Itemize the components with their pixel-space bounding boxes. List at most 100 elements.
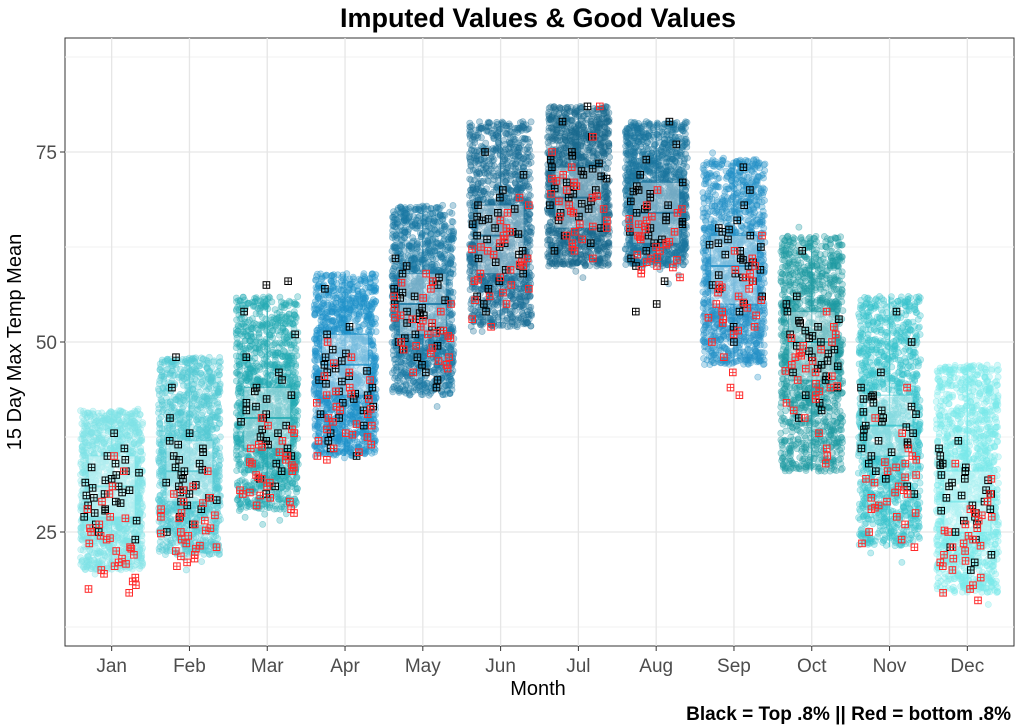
cloud-point xyxy=(114,536,122,544)
cloud-point xyxy=(275,331,283,339)
cloud-point xyxy=(170,404,178,412)
cloud-point xyxy=(166,398,174,406)
cloud-point xyxy=(114,518,122,526)
cloud-point xyxy=(343,288,350,296)
cloud-point xyxy=(92,539,100,547)
cloud-point xyxy=(371,411,379,419)
cloud-point xyxy=(252,344,260,352)
cloud-point xyxy=(240,362,248,369)
cloud-point xyxy=(155,391,163,399)
cloud-point xyxy=(257,302,265,310)
cloud-point xyxy=(233,340,241,348)
cloud-point xyxy=(241,337,249,345)
cloud-point xyxy=(116,425,124,432)
cloud-point xyxy=(240,468,248,476)
cloud-point xyxy=(237,378,244,385)
cloud-point xyxy=(239,293,247,301)
cloud-point xyxy=(195,396,203,404)
cloud-point xyxy=(127,525,135,532)
cloud-point xyxy=(166,515,174,523)
cloud-point xyxy=(136,411,144,419)
cloud-point xyxy=(251,339,259,346)
cloud-point xyxy=(87,429,95,436)
cloud-point xyxy=(209,370,217,378)
cloud-point xyxy=(203,359,211,367)
cloud-point xyxy=(261,510,269,518)
cloud-point xyxy=(283,358,290,366)
cloud-point xyxy=(156,498,164,505)
cloud-point xyxy=(312,406,320,414)
cloud-point xyxy=(198,411,206,419)
cloud-point xyxy=(83,535,91,543)
cloud-point xyxy=(138,524,145,532)
cloud-point xyxy=(101,438,109,446)
cloud-point xyxy=(244,452,252,460)
cloud-point xyxy=(128,565,136,573)
cloud-point xyxy=(83,559,91,567)
cloud-point xyxy=(270,475,278,482)
cloud-point xyxy=(233,426,240,434)
cloud-point xyxy=(156,366,164,374)
cloud-point xyxy=(159,546,166,554)
cloud-point xyxy=(213,477,221,485)
cloud-point xyxy=(93,429,100,437)
cloud-point xyxy=(345,302,353,310)
cloud-point xyxy=(260,378,268,386)
cloud-point xyxy=(80,410,88,418)
cloud-point xyxy=(80,457,87,464)
cloud-point xyxy=(283,478,290,486)
cloud-point xyxy=(216,364,224,372)
cloud-point xyxy=(170,360,178,368)
cloud-point xyxy=(158,465,166,473)
cloud-point xyxy=(234,327,242,335)
cloud-point xyxy=(136,437,144,445)
cloud-point xyxy=(190,364,198,372)
cloud-point xyxy=(136,528,143,536)
cloud-point xyxy=(259,521,267,528)
cloud-point xyxy=(155,429,163,437)
cloud-point xyxy=(115,524,123,531)
chart-title: Imputed Values & Good Values xyxy=(340,3,736,33)
cloud-point xyxy=(114,436,122,444)
cloud-point xyxy=(123,431,131,439)
cloud-point xyxy=(175,524,183,531)
cloud-point xyxy=(86,547,94,554)
cloud-point xyxy=(130,439,138,447)
cloud-point xyxy=(259,500,266,508)
cloud-point xyxy=(170,429,178,437)
cloud-point xyxy=(235,462,243,469)
cloud-point xyxy=(217,358,224,365)
cloud-point xyxy=(81,420,89,427)
cloud-point xyxy=(125,417,133,425)
cloud-point xyxy=(165,509,173,517)
cloud-point xyxy=(121,525,129,533)
cloud-point xyxy=(137,540,145,548)
cloud-point xyxy=(138,552,146,560)
cloud-point xyxy=(284,370,292,377)
cloud-point xyxy=(359,288,366,296)
cloud-point xyxy=(293,484,301,492)
cloud-point xyxy=(155,415,163,423)
cloud-point xyxy=(116,438,124,446)
cloud-point xyxy=(98,409,106,417)
cloud-point xyxy=(171,380,179,387)
cloud-point xyxy=(233,479,241,487)
cloud-point xyxy=(91,570,99,578)
cloud-point xyxy=(253,376,261,384)
cloud-point xyxy=(104,565,112,573)
cloud-point xyxy=(103,526,111,534)
cloud-point xyxy=(174,416,182,424)
cloud-point xyxy=(125,537,133,545)
cloud-point xyxy=(156,481,163,489)
cloud-point xyxy=(137,431,144,439)
cloud-point xyxy=(233,401,241,409)
cloud-point xyxy=(289,472,297,480)
cloud-point xyxy=(345,313,352,321)
cloud-point xyxy=(252,320,260,328)
cloud-point xyxy=(168,367,176,375)
cloud-point xyxy=(334,440,342,448)
cloud-point xyxy=(86,411,93,418)
cloud-point xyxy=(129,420,137,428)
cloud-point xyxy=(207,377,215,385)
cloud-point xyxy=(181,397,189,405)
